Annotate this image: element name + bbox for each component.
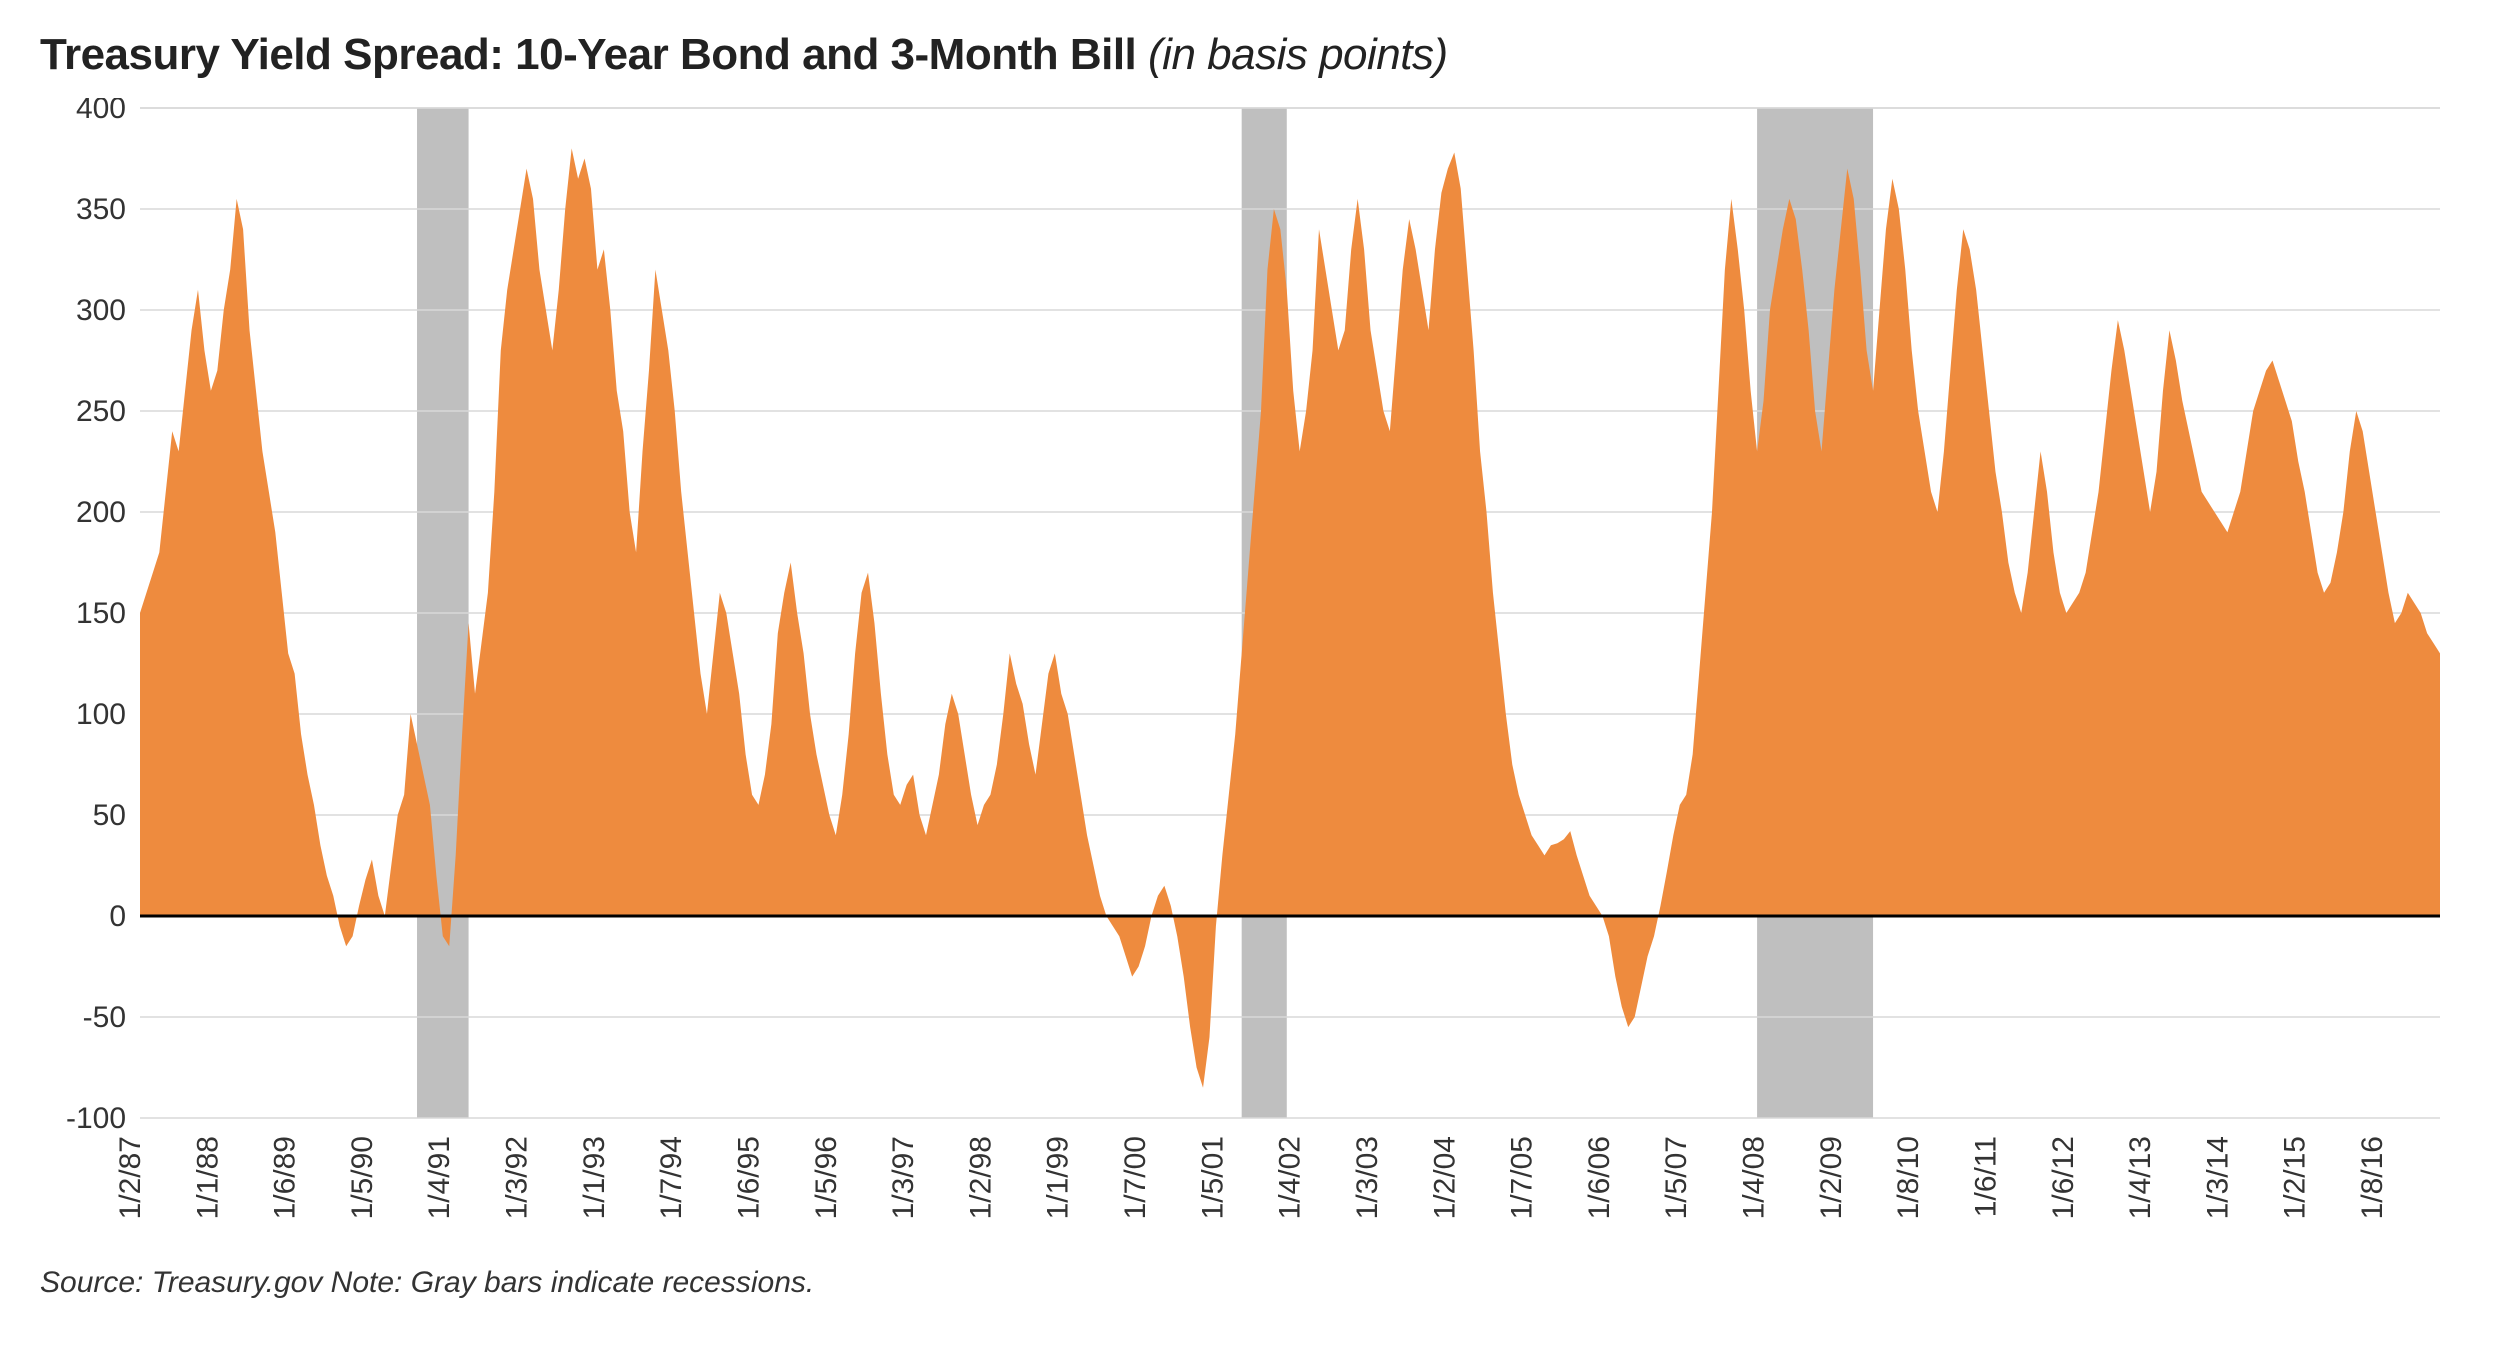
svg-text:400: 400 bbox=[76, 98, 126, 125]
title-main: Treasury Yield Spread: 10-Year Bond and … bbox=[40, 30, 1136, 79]
svg-text:1/1/93: 1/1/93 bbox=[578, 1136, 611, 1219]
y-axis: -100 -50 0 50 100 150 200 250 300 350 400 bbox=[66, 98, 126, 1135]
svg-text:1/3/14: 1/3/14 bbox=[2201, 1136, 2234, 1219]
yield-spread-chart: -100 -50 0 50 100 150 200 250 300 350 400 1/2/87 1/1… bbox=[40, 98, 2460, 1248]
x-axis: 1/2/87 1/1/88 1/6/89 1/5/90 1/4/91 1/3/92 1/1/… bbox=[114, 1136, 2389, 1219]
svg-text:100: 100 bbox=[76, 698, 126, 731]
svg-text:1/8/16: 1/8/16 bbox=[2356, 1136, 2389, 1219]
svg-text:1/4/08: 1/4/08 bbox=[1738, 1136, 1771, 1219]
svg-text:1/6/95: 1/6/95 bbox=[732, 1136, 765, 1219]
svg-text:1/5/07: 1/5/07 bbox=[1660, 1136, 1693, 1219]
svg-text:1/2/87: 1/2/87 bbox=[114, 1136, 147, 1219]
svg-text:1/4/91: 1/4/91 bbox=[423, 1136, 456, 1219]
svg-text:-50: -50 bbox=[83, 1001, 126, 1034]
svg-text:50: 50 bbox=[93, 799, 126, 832]
svg-text:1/1/99: 1/1/99 bbox=[1042, 1136, 1075, 1219]
svg-text:1/2/98: 1/2/98 bbox=[964, 1136, 997, 1219]
svg-text:1/8/10: 1/8/10 bbox=[1892, 1136, 1925, 1219]
svg-text:0: 0 bbox=[109, 900, 126, 933]
chart-title: Treasury Yield Spread: 10-Year Bond and … bbox=[40, 30, 2460, 80]
svg-text:1/6/89: 1/6/89 bbox=[269, 1136, 302, 1219]
svg-text:1/6/11: 1/6/11 bbox=[1969, 1136, 2002, 1217]
svg-text:1/7/05: 1/7/05 bbox=[1506, 1136, 1539, 1219]
svg-text:1/3/03: 1/3/03 bbox=[1351, 1136, 1384, 1219]
svg-text:1/4/13: 1/4/13 bbox=[2124, 1136, 2157, 1219]
title-subtitle: (in basis points) bbox=[1148, 30, 1448, 79]
svg-text:1/3/92: 1/3/92 bbox=[501, 1136, 534, 1219]
svg-text:150: 150 bbox=[76, 597, 126, 630]
svg-text:1/1/88: 1/1/88 bbox=[191, 1136, 224, 1219]
svg-text:1/2/04: 1/2/04 bbox=[1428, 1136, 1461, 1219]
svg-text:1/5/90: 1/5/90 bbox=[346, 1136, 379, 1219]
svg-text:350: 350 bbox=[76, 193, 126, 226]
svg-text:1/3/97: 1/3/97 bbox=[887, 1136, 920, 1219]
svg-text:1/6/12: 1/6/12 bbox=[2047, 1136, 2080, 1219]
svg-text:-100: -100 bbox=[66, 1102, 126, 1135]
svg-text:200: 200 bbox=[76, 496, 126, 529]
svg-text:1/4/02: 1/4/02 bbox=[1274, 1136, 1307, 1219]
svg-text:1/7/94: 1/7/94 bbox=[655, 1136, 688, 1219]
svg-text:250: 250 bbox=[76, 395, 126, 428]
svg-text:1/7/00: 1/7/00 bbox=[1119, 1136, 1152, 1219]
svg-text:1/2/15: 1/2/15 bbox=[2279, 1136, 2312, 1219]
yield-spread-area bbox=[140, 148, 2440, 1087]
chart-source-note: Source: Treasury.gov Note: Gray bars ind… bbox=[40, 1266, 2460, 1300]
svg-text:1/5/01: 1/5/01 bbox=[1196, 1136, 1229, 1219]
svg-text:1/6/06: 1/6/06 bbox=[1583, 1136, 1616, 1219]
svg-text:1/5/96: 1/5/96 bbox=[810, 1136, 843, 1219]
svg-text:1/2/09: 1/2/09 bbox=[1815, 1136, 1848, 1219]
svg-text:300: 300 bbox=[76, 294, 126, 327]
